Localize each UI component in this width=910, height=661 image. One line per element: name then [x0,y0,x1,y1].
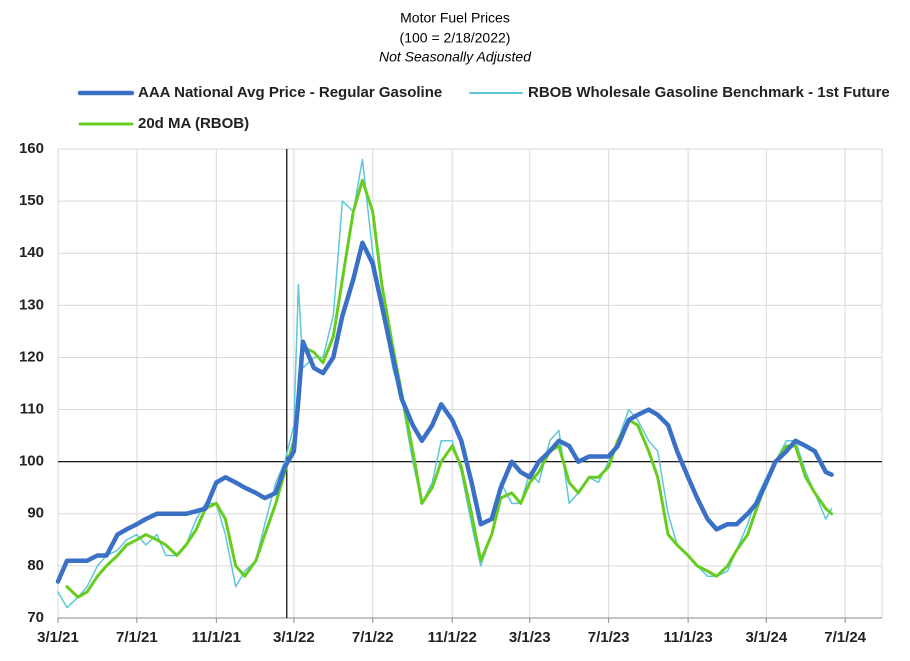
y-tick-label: 80 [27,557,44,574]
plot [55,158,834,609]
x-tick-label: 3/1/21 [37,629,79,646]
x-tick-label: 3/1/24 [745,629,787,646]
y-tick-label: 70 [27,609,44,626]
legend-label: 20d MA (RBOB) [138,115,249,132]
legend-label: RBOB Wholesale Gasoline Benchmark - 1st … [528,84,890,101]
y-tick-label: 130 [19,296,44,313]
y-tick-label: 160 [19,140,44,157]
x-tick-label: 11/1/21 [192,629,241,646]
chart-title: Motor Fuel Prices [400,10,510,26]
y-tick-label: 150 [19,192,44,209]
y-tick-label: 110 [20,401,44,418]
series-line [57,158,833,609]
y-tick-label: 140 [19,244,44,261]
y-tick-label: 90 [27,505,44,522]
y-tick-label: 120 [19,348,44,365]
x-tick-label: 3/1/23 [509,629,551,646]
plot-area [57,148,883,619]
x-tick-label: 3/1/22 [273,629,315,646]
legend-label: AAA National Avg Price - Regular Gasolin… [138,84,442,101]
series-line [65,178,834,599]
series-line [55,240,834,584]
x-tick-label: 11/1/23 [664,629,713,646]
x-tick-label: 11/1/22 [428,629,477,646]
chart-note: Not Seasonally Adjusted [379,49,532,65]
y-tick-label: 100 [19,453,44,470]
grid [57,148,883,623]
chart-subtitle: (100 = 2/18/2022) [400,30,511,46]
x-tick-label: 7/1/21 [116,629,158,646]
x-tick-label: 7/1/22 [352,629,394,646]
x-tick-label: 7/1/23 [588,629,630,646]
x-tick-label: 7/1/24 [824,629,866,646]
